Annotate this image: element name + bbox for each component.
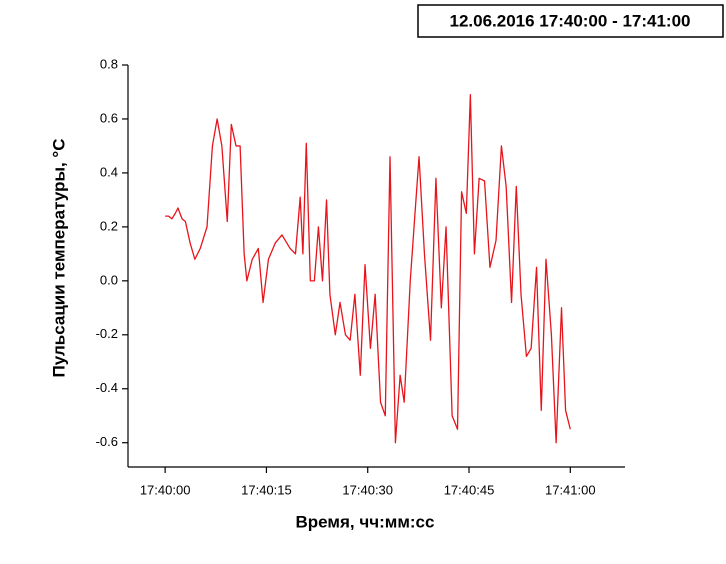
- y-tick-label: 0.4: [100, 164, 118, 179]
- y-axis-title: Пульсации температуры, °C: [49, 139, 68, 378]
- title-box: [417, 4, 724, 38]
- y-tick-label: 0.6: [100, 110, 118, 125]
- y-tick-label: -0.4: [96, 380, 118, 395]
- x-tick-label: 17:40:30: [342, 482, 393, 497]
- data-line: [165, 94, 571, 444]
- x-tick-label: 17:40:45: [444, 482, 495, 497]
- x-tick-label: 17:41:00: [545, 482, 596, 497]
- y-tick-label: -0.6: [96, 434, 118, 449]
- chart-title: 12.06.2016 17:40:00 - 17:41:00: [449, 11, 690, 30]
- y-tick-label: 0.2: [100, 218, 118, 233]
- x-tick-label: 17:40:00: [140, 482, 191, 497]
- y-tick-label: 0.0: [100, 272, 118, 287]
- y-tick-label: 0.8: [100, 56, 118, 71]
- x-axis-title: Время, чч:мм:сс: [296, 512, 435, 531]
- y-tick-label: -0.2: [96, 326, 118, 341]
- x-tick-label: 17:40:15: [241, 482, 292, 497]
